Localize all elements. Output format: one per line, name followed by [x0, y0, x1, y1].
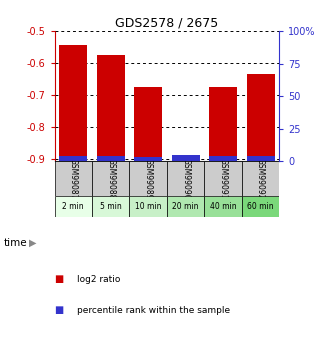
Text: log2 ratio: log2 ratio: [77, 275, 120, 284]
Text: ▶: ▶: [29, 238, 36, 248]
Title: GDS2578 / 2675: GDS2578 / 2675: [115, 17, 219, 30]
Text: 2 min: 2 min: [63, 202, 84, 211]
Bar: [129, 196, 167, 217]
Text: 60 min: 60 min: [247, 202, 274, 211]
Bar: [59, 46, 87, 161]
Bar: [167, 161, 204, 196]
Bar: [55, 161, 92, 196]
Text: percentile rank within the sample: percentile rank within the sample: [77, 306, 230, 315]
Text: 10 min: 10 min: [135, 202, 161, 211]
Bar: [92, 161, 129, 196]
Text: GSM99087: GSM99087: [69, 158, 78, 199]
Bar: [209, 87, 237, 161]
Text: ■: ■: [55, 306, 67, 315]
Bar: [242, 161, 279, 196]
Bar: [55, 196, 92, 217]
Text: GSM99092: GSM99092: [256, 158, 265, 199]
Bar: [247, 75, 274, 161]
Bar: [97, 157, 125, 161]
Bar: [204, 161, 242, 196]
Text: ■: ■: [55, 275, 67, 284]
Bar: [92, 196, 129, 217]
Bar: [172, 155, 200, 161]
Text: 20 min: 20 min: [172, 202, 199, 211]
Text: time: time: [3, 238, 27, 248]
Text: GSM99090: GSM99090: [181, 158, 190, 199]
Bar: [247, 157, 274, 161]
Text: 40 min: 40 min: [210, 202, 236, 211]
Bar: [129, 161, 167, 196]
Bar: [134, 157, 162, 161]
Bar: [242, 196, 279, 217]
Text: GSM99088: GSM99088: [106, 158, 115, 199]
Bar: [97, 55, 125, 161]
Bar: [204, 196, 242, 217]
Bar: [209, 157, 237, 161]
Bar: [59, 157, 87, 161]
Text: 5 min: 5 min: [100, 202, 122, 211]
Bar: [134, 87, 162, 161]
Text: GSM99091: GSM99091: [219, 158, 228, 199]
Text: GSM99089: GSM99089: [144, 158, 153, 199]
Bar: [167, 196, 204, 217]
